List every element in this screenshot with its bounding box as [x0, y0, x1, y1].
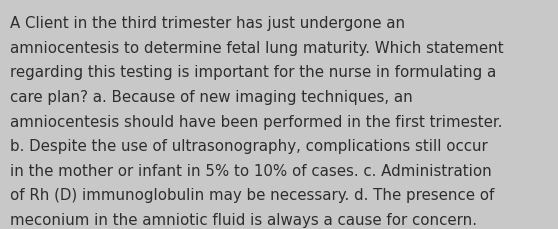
- Text: in the mother or infant in 5% to 10% of cases. c. Administration: in the mother or infant in 5% to 10% of …: [10, 163, 492, 178]
- Text: meconium in the amniotic fluid is always a cause for concern.: meconium in the amniotic fluid is always…: [10, 212, 477, 227]
- Text: amniocentesis should have been performed in the first trimester.: amniocentesis should have been performed…: [10, 114, 503, 129]
- Text: A Client in the third trimester has just undergone an: A Client in the third trimester has just…: [10, 16, 405, 31]
- Text: amniocentesis to determine fetal lung maturity. Which statement: amniocentesis to determine fetal lung ma…: [10, 41, 504, 55]
- Text: care plan? a. Because of new imaging techniques, an: care plan? a. Because of new imaging tec…: [10, 90, 413, 104]
- Text: b. Despite the use of ultrasonography, complications still occur: b. Despite the use of ultrasonography, c…: [10, 139, 488, 153]
- Text: of Rh (D) immunoglobulin may be necessary. d. The presence of: of Rh (D) immunoglobulin may be necessar…: [10, 188, 494, 202]
- Text: regarding this testing is important for the nurse in formulating a: regarding this testing is important for …: [10, 65, 496, 80]
